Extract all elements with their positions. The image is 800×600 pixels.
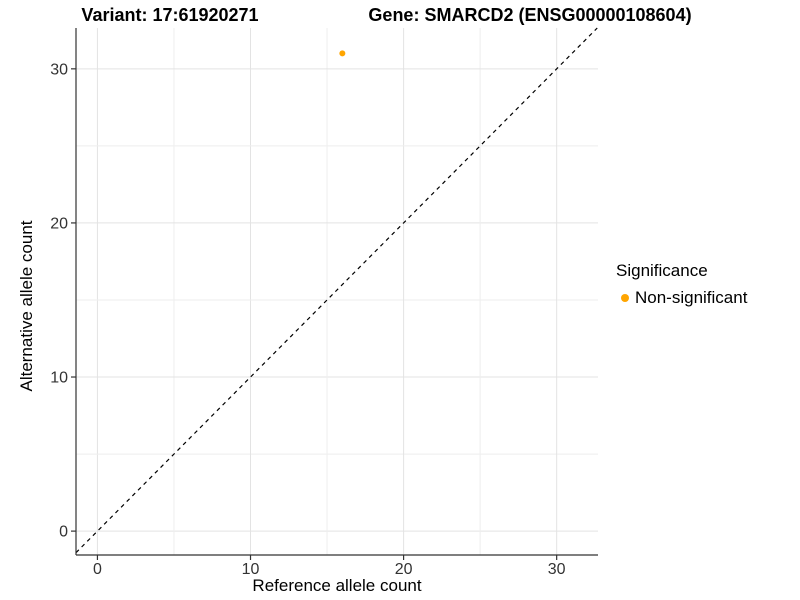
legend-item-label: Non-significant <box>635 288 748 307</box>
x-axis-label: Reference allele count <box>252 576 422 595</box>
data-point <box>339 50 346 57</box>
x-tick-label: 0 <box>93 561 102 578</box>
x-tick-label: 30 <box>548 561 566 578</box>
y-tick-label: 30 <box>50 61 68 78</box>
legend-key <box>616 294 633 302</box>
y-axis-label: Alternative allele count <box>17 220 36 392</box>
legend: Significance Non-significant <box>616 261 748 308</box>
y-tick-label: 10 <box>50 370 68 387</box>
y-tick-label: 0 <box>59 524 68 541</box>
y-tick-label: 20 <box>50 215 68 232</box>
identity-line <box>75 27 598 554</box>
x-tick-label: 10 <box>242 561 260 578</box>
plot-title-gene: Gene: SMARCD2 (ENSG00000108604) <box>368 5 692 25</box>
legend-item: Non-significant <box>616 288 748 307</box>
legend-key-dot-icon <box>620 294 629 302</box>
x-tick-label: 20 <box>395 561 413 578</box>
legend-title: Significance <box>616 261 708 280</box>
plot-title-variant: Variant: 17:61920271 <box>81 5 259 25</box>
